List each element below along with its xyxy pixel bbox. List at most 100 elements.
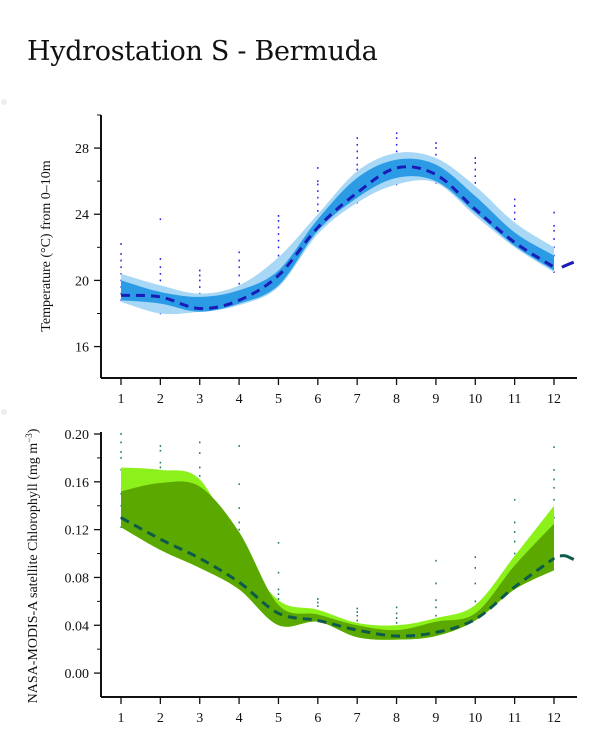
data-point — [356, 157, 358, 159]
data-point — [159, 449, 162, 452]
x-tick-label: 5 — [275, 392, 282, 407]
data-point — [277, 233, 280, 235]
y-tick-label: 0.20 — [65, 428, 90, 443]
decorative-dot — [1, 99, 7, 105]
data-point — [514, 211, 516, 214]
mean-line-extension — [561, 260, 575, 269]
x-tick-label: 2 — [157, 392, 164, 407]
data-point — [120, 259, 122, 262]
data-point — [474, 182, 476, 184]
data-point — [356, 611, 358, 613]
data-point — [435, 606, 437, 609]
x-tick-label: 12 — [547, 711, 561, 726]
x-tick-label: 4 — [236, 711, 243, 726]
data-point — [317, 203, 319, 206]
data-point — [514, 198, 516, 201]
x-tick-label: 6 — [314, 392, 321, 407]
x-tick-label: 7 — [354, 392, 361, 407]
data-point — [553, 516, 555, 519]
data-point — [474, 556, 476, 558]
data-point — [395, 137, 398, 139]
data-point — [553, 486, 555, 489]
x-tick-label: 7 — [354, 711, 361, 726]
data-point — [317, 180, 319, 182]
data-point — [395, 150, 398, 153]
chlorophyll-plot: 1 2 3 4 5 6 7 8 9 10 11 120.000.040.080.120.160.20N… — [24, 428, 577, 726]
data-point — [356, 150, 358, 153]
data-point — [277, 571, 280, 574]
data-point — [238, 251, 240, 254]
data-point — [356, 619, 358, 622]
mean-line — [120, 516, 555, 638]
data-point — [159, 266, 162, 268]
y-tick-label: 0.00 — [65, 667, 90, 682]
data-point — [553, 498, 555, 501]
data-point — [120, 451, 122, 453]
data-point — [199, 466, 201, 469]
x-tick-label: 5 — [275, 711, 282, 726]
y-tick-label: 24 — [75, 208, 89, 223]
data-point — [395, 622, 398, 624]
data-point — [317, 183, 319, 186]
data-point — [199, 274, 201, 277]
data-point — [238, 259, 240, 262]
data-point — [238, 266, 240, 268]
data-point — [395, 612, 398, 615]
data-point — [356, 143, 358, 146]
outer-confidence-band — [121, 152, 554, 315]
data-point — [120, 526, 122, 529]
data-point — [120, 266, 122, 268]
data-point — [120, 272, 122, 275]
data-point — [277, 220, 280, 222]
inner-confidence-band — [121, 158, 554, 312]
data-point — [474, 567, 476, 569]
page-title: Hydrostation S - Bermuda — [27, 36, 378, 67]
inner-confidence-band — [121, 481, 554, 640]
data-point — [277, 215, 280, 217]
data-point — [199, 475, 201, 477]
data-point — [277, 541, 280, 544]
data-point — [199, 269, 201, 272]
decorative-dot — [1, 409, 7, 415]
x-tick-label: 4 — [236, 392, 243, 407]
data-point — [435, 614, 437, 617]
data-point — [395, 143, 398, 146]
data-point — [435, 153, 437, 156]
data-point — [553, 271, 555, 273]
x-tick-label: 12 — [547, 392, 561, 407]
y-tick-label: 0.16 — [65, 476, 90, 491]
data-point — [553, 246, 555, 249]
data-point — [159, 466, 162, 469]
data-point — [317, 190, 319, 192]
data-point — [120, 433, 122, 435]
data-point — [514, 531, 516, 533]
data-point — [395, 132, 398, 134]
data-point — [553, 211, 555, 214]
data-point — [474, 600, 476, 603]
data-point — [435, 147, 437, 149]
data-point — [277, 239, 280, 242]
x-tick-label: 2 — [157, 711, 164, 726]
x-tick-label: 10 — [468, 711, 482, 726]
data-point — [317, 601, 319, 604]
data-point — [474, 582, 476, 585]
data-point — [159, 258, 162, 260]
data-point — [474, 157, 476, 159]
data-point — [435, 142, 437, 144]
x-tick-label: 1 — [118, 711, 125, 726]
data-point — [238, 483, 240, 486]
data-point — [317, 210, 319, 212]
x-tick-label: 9 — [432, 711, 439, 726]
x-tick-label: 3 — [196, 711, 203, 726]
x-tick-label: 8 — [393, 392, 400, 407]
data-point — [120, 253, 122, 255]
data-point — [514, 552, 516, 555]
data-point — [356, 614, 358, 617]
data-point — [277, 254, 280, 257]
mean-line-extension — [559, 554, 575, 561]
y-tick-label: 16 — [75, 341, 89, 356]
y-tick-label: 28 — [75, 142, 89, 157]
data-point — [553, 229, 555, 232]
data-point — [553, 557, 555, 560]
data-point — [199, 279, 201, 282]
